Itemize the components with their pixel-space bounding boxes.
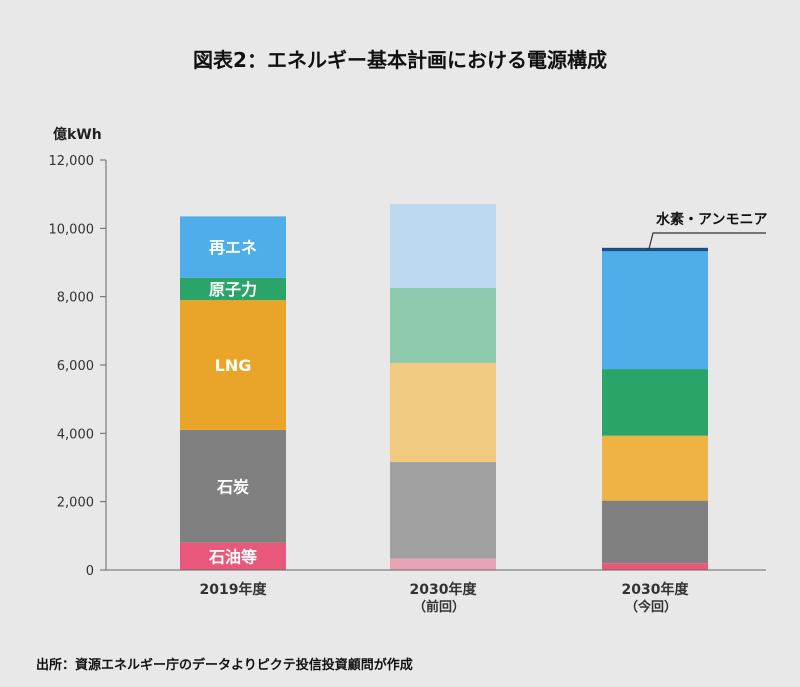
y-tick-label: 0 — [86, 564, 94, 579]
bar-segment — [390, 204, 496, 288]
bar-segment — [390, 287, 496, 363]
bar-segment — [602, 563, 708, 570]
x-category-label: 2019年度 — [200, 581, 268, 598]
bar-segment — [390, 558, 496, 570]
bar-segment — [180, 429, 286, 543]
y-tick-label: 2,000 — [57, 496, 94, 511]
segment-label: 石油等 — [208, 547, 257, 566]
bar-segment — [180, 542, 286, 570]
annotation-leader-line — [647, 232, 766, 250]
x-category-sublabel: （前回） — [413, 599, 465, 615]
y-tick-label: 12,000 — [49, 154, 95, 169]
x-category-label: 2030年度 — [622, 581, 690, 598]
y-tick-label: 6,000 — [57, 359, 94, 374]
segment-label: 石炭 — [216, 477, 249, 496]
x-category-sublabel: （今回） — [625, 599, 677, 615]
bar-segment — [390, 462, 496, 559]
bar-segment — [602, 251, 708, 370]
bar-segment — [602, 500, 708, 564]
bar-segment — [602, 369, 708, 436]
segment-label: 再エネ — [209, 238, 257, 257]
source-note: 出所：資源エネルギー庁のデータよりピクテ投信投資顧問が作成 — [36, 658, 413, 673]
x-category-label: 2030年度 — [410, 581, 478, 598]
bar-segment — [602, 247, 708, 252]
y-tick-label: 8,000 — [57, 291, 94, 306]
y-axis-unit: 億kWh — [53, 127, 102, 143]
annotation-label: 水素・アンモニア — [656, 211, 767, 228]
y-tick-label: 4,000 — [57, 427, 94, 442]
bar-segment — [180, 216, 286, 278]
chart-title: 図表2：エネルギー基本計画における電源構成 — [193, 48, 607, 72]
segment-label: 原子力 — [209, 280, 257, 299]
bar-segment — [390, 362, 496, 463]
segment-label: LNG — [215, 356, 252, 375]
bar-segment — [180, 300, 286, 430]
y-tick-label: 10,000 — [49, 222, 95, 237]
bar-segment — [602, 435, 708, 501]
bar-segment — [180, 277, 286, 301]
